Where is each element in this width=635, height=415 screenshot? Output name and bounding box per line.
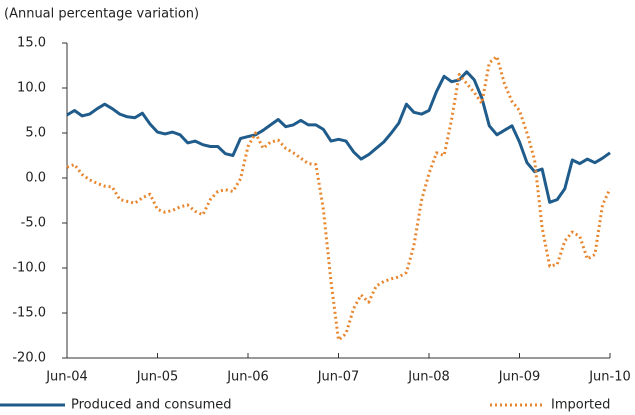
x-tick-label: Jun-05 (136, 370, 179, 385)
y-tick-label: -10.0 (12, 261, 46, 276)
y-tick-label: 0.0 (25, 171, 46, 186)
y-tick-label: 10.0 (17, 81, 46, 96)
y-tick-label: 15.0 (17, 36, 46, 51)
legend-label: Imported (551, 398, 610, 413)
series-line (66, 55, 612, 342)
x-tick-label: Jun-10 (588, 370, 631, 385)
y-tick-label: -20.0 (12, 351, 46, 366)
chart-subtitle: (Annual percentage variation) (4, 7, 199, 22)
series-line (66, 70, 611, 204)
y-tick-label: 5.0 (25, 126, 46, 141)
y-tick-label: -5.0 (21, 216, 46, 231)
x-tick-label: Jun-04 (45, 370, 88, 385)
y-tick-label: -15.0 (12, 306, 46, 321)
x-tick-label: Jun-07 (317, 370, 360, 385)
x-tick-label: Jun-09 (498, 370, 541, 385)
x-tick-label: Jun-06 (226, 370, 269, 385)
x-tick-label: Jun-08 (407, 370, 450, 385)
legend-label: Produced and consumed (71, 398, 232, 413)
